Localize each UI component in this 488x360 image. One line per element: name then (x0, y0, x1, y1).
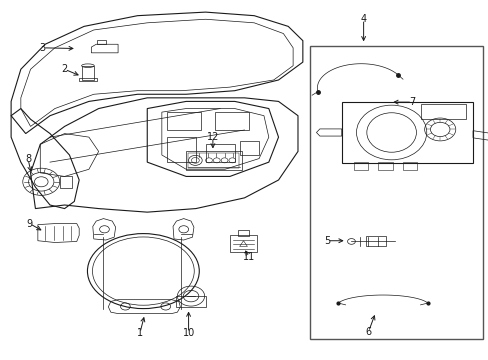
Bar (81, 66, 94, 80)
Text: 8: 8 (25, 154, 31, 164)
Text: 2: 2 (61, 64, 67, 74)
Text: 3: 3 (40, 43, 46, 53)
Bar (353, 162, 368, 170)
Bar (309, 46, 482, 339)
Bar (166, 112, 201, 130)
Text: 5: 5 (324, 236, 329, 246)
Text: 6: 6 (365, 327, 371, 337)
Text: 1: 1 (137, 328, 142, 338)
Bar (239, 141, 259, 155)
Bar (60, 176, 72, 188)
Bar (97, 40, 106, 44)
Text: 10: 10 (182, 328, 194, 338)
Bar (341, 102, 472, 163)
Bar (166, 137, 196, 162)
Bar (215, 112, 249, 130)
Bar (402, 162, 416, 170)
Bar (366, 237, 385, 247)
Text: 12: 12 (206, 132, 219, 142)
Bar (176, 296, 205, 307)
Bar (185, 151, 242, 170)
Bar (420, 104, 466, 119)
Bar (377, 162, 392, 170)
Bar (188, 153, 239, 168)
Bar (79, 78, 97, 81)
Text: 4: 4 (360, 14, 366, 24)
Bar (229, 235, 257, 252)
Bar (205, 144, 234, 162)
Text: 9: 9 (26, 219, 33, 229)
Text: 11: 11 (243, 252, 255, 262)
Text: 7: 7 (408, 97, 414, 107)
